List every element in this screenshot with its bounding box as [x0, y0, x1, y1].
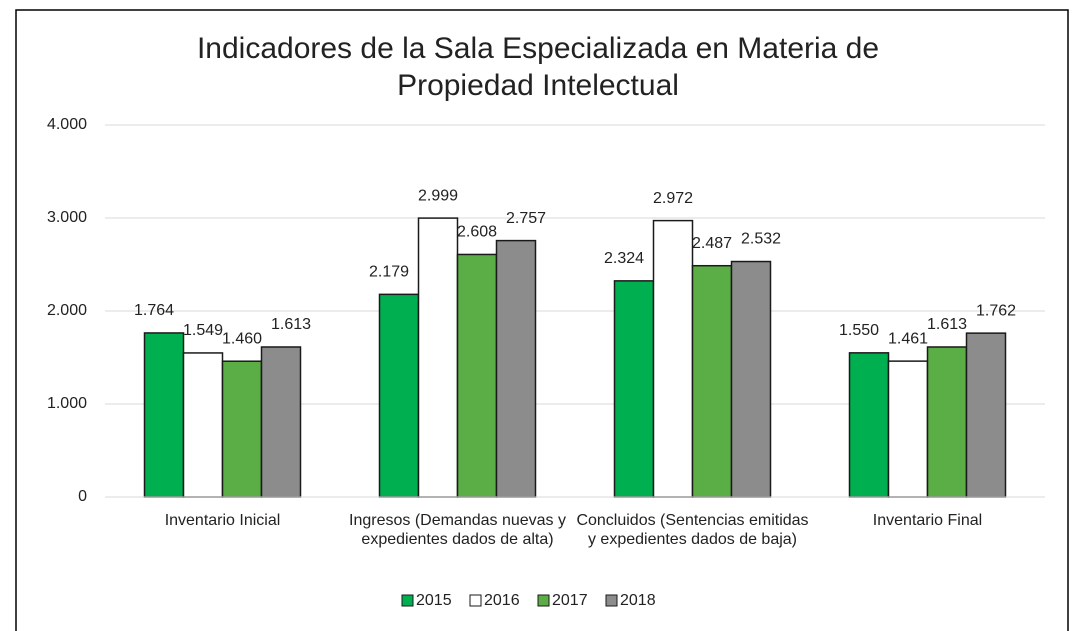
bar: [848, 352, 890, 498]
bar: [613, 280, 655, 498]
legend-swatch: [537, 594, 550, 607]
bar: [417, 217, 459, 498]
bar: [182, 352, 224, 498]
y-tick-label: 0: [78, 488, 87, 505]
data-label: 2.972: [653, 190, 693, 207]
legend-label: 2016: [484, 592, 520, 609]
data-label: 1.460: [222, 330, 262, 347]
data-label: 1.461: [888, 330, 928, 347]
bar: [730, 260, 772, 498]
y-tick-label: 2.000: [47, 302, 87, 319]
bar: [926, 346, 968, 498]
frame: [15, 9, 1069, 631]
bar: [495, 239, 537, 498]
bar: [260, 346, 302, 498]
data-label: 1.613: [927, 316, 967, 333]
legend-label: 2017: [552, 592, 588, 609]
data-label: 1.550: [839, 322, 879, 339]
bar: [965, 332, 1007, 498]
bar: [887, 360, 929, 498]
bar: [691, 264, 733, 498]
x-tick-label: Inventario Final: [872, 512, 983, 529]
x-tick-label: Inventario Inicial: [164, 512, 281, 529]
data-label: 2.608: [457, 224, 497, 241]
legend-label: 2015: [416, 592, 452, 609]
data-label: 2.999: [418, 187, 458, 204]
data-label: 2.487: [692, 235, 732, 252]
data-label: 1.549: [183, 322, 223, 339]
bar: [378, 293, 420, 498]
data-label: 2.532: [741, 231, 781, 248]
data-label: 2.324: [604, 250, 644, 267]
data-label: 1.762: [976, 302, 1016, 319]
legend-label: 2018: [620, 592, 656, 609]
data-label: 1.613: [271, 316, 311, 333]
data-label: 2.757: [506, 210, 546, 227]
y-tick-label: 3.000: [47, 209, 87, 226]
bar: [143, 332, 185, 498]
legend-swatch: [401, 594, 414, 607]
bar: [652, 219, 694, 498]
data-label: 2.179: [369, 264, 409, 281]
chart-title: Indicadores de la Sala Especializada en …: [196, 32, 880, 102]
bar: [456, 253, 498, 498]
x-tick-label: Concluidos (Sentencias emitidas y expedi…: [576, 512, 809, 548]
data-label: 1.764: [134, 302, 174, 319]
legend-swatch: [605, 594, 618, 607]
x-tick-label: Ingresos (Demandas nuevas y expedientes …: [349, 512, 566, 548]
legend-swatch: [469, 594, 482, 607]
y-tick-label: 1.000: [47, 395, 87, 412]
y-tick-label: 4.000: [47, 116, 87, 133]
bar: [221, 360, 263, 498]
